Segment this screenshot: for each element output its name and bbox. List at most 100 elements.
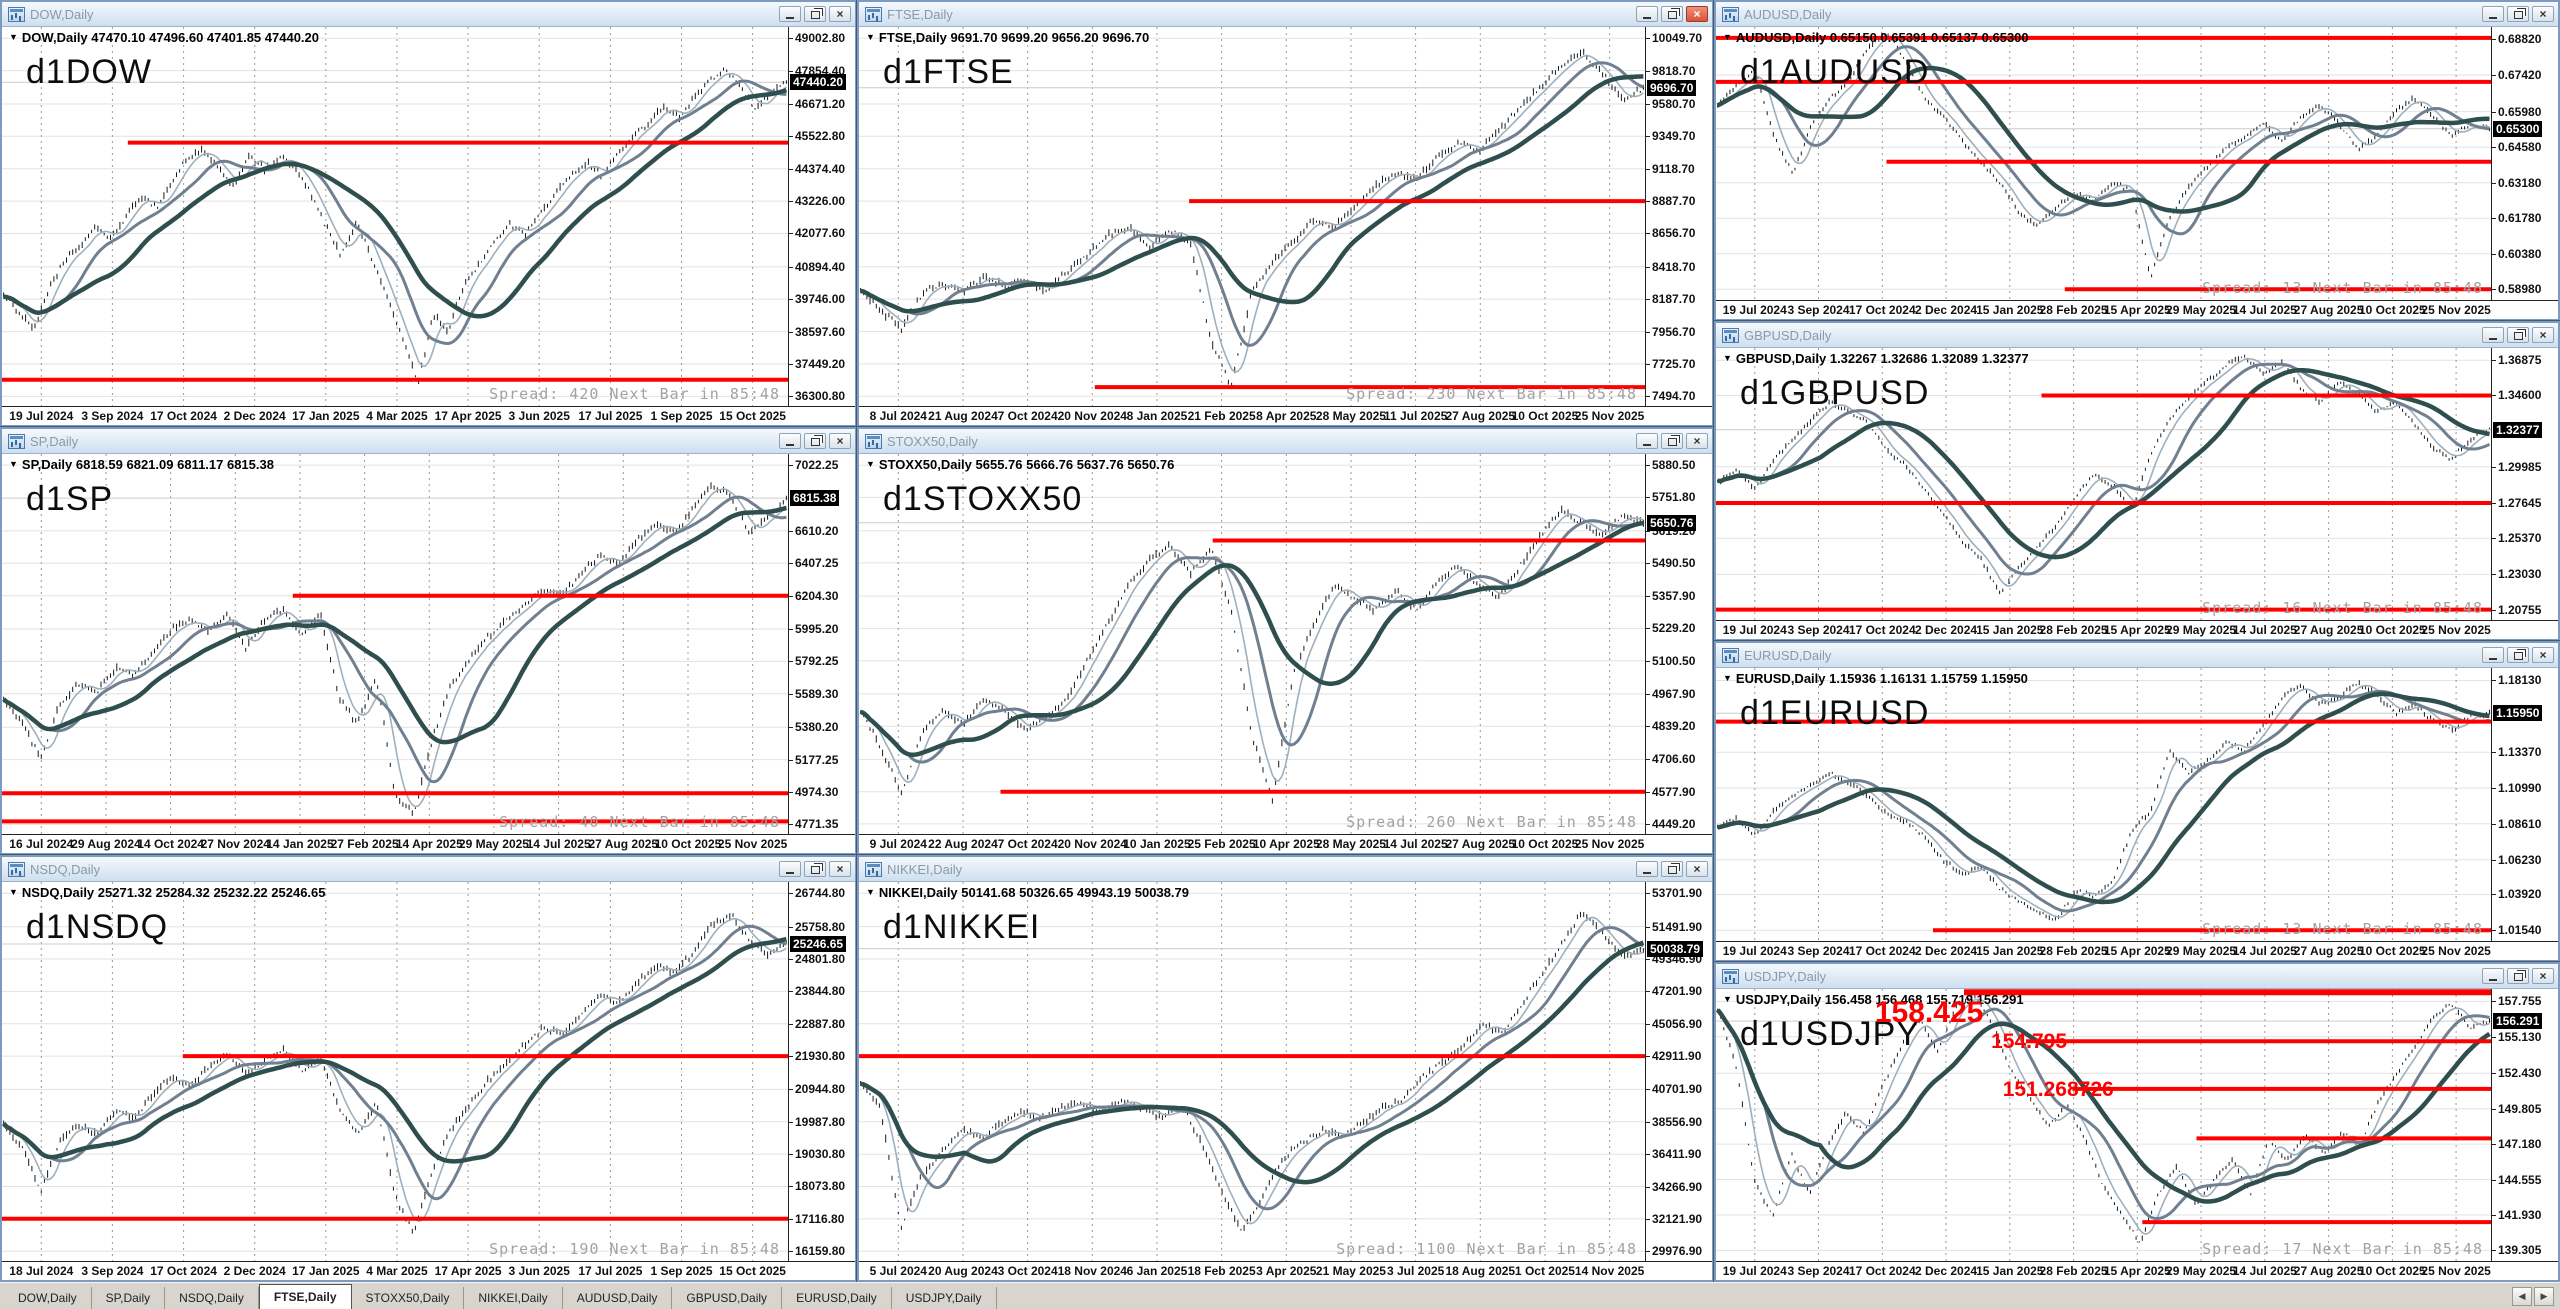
price-axis[interactable]: 7022.25 6610.20 6407.25 6204.30 5995.20 5792.… bbox=[788, 454, 855, 835]
chart-tab-sp-daily[interactable]: SP,Daily bbox=[92, 1287, 166, 1309]
chart-tab-usdjpy-daily[interactable]: USDJPY,Daily bbox=[892, 1287, 997, 1309]
chart-plot-area[interactable]: ▼ EURUSD,Daily 1.15936 1.16131 1.15759 1.… bbox=[1716, 668, 2492, 942]
close-button[interactable]: × bbox=[829, 433, 851, 449]
chart-plot-area[interactable]: ▼ AUDUSD,Daily 0.65150 0.65391 0.65137 0.… bbox=[1716, 27, 2492, 301]
chart-plot-area[interactable]: ▼ USDJPY,Daily 156.458 156.468 155.719 15… bbox=[1716, 989, 2492, 1262]
window-titlebar[interactable]: DOW,Daily × bbox=[2, 2, 855, 27]
close-button[interactable]: × bbox=[2532, 968, 2554, 984]
date-tick-label: 8 Jan 2025 bbox=[1126, 409, 1188, 423]
close-button[interactable]: × bbox=[2532, 6, 2554, 22]
time-axis[interactable]: 5 Jul 2024 20 Aug 2024 3 Oct 2024 18 Nov 20… bbox=[859, 1262, 1712, 1280]
symbol-dropdown-icon[interactable]: ▼ bbox=[1723, 673, 1732, 683]
restore-button[interactable] bbox=[1661, 6, 1683, 22]
close-button[interactable]: × bbox=[1686, 861, 1708, 877]
close-button[interactable]: × bbox=[1686, 6, 1708, 22]
window-title: AUDUSD,Daily bbox=[1744, 6, 1832, 22]
chart-plot-area[interactable]: ▼ GBPUSD,Daily 1.32267 1.32686 1.32089 1.… bbox=[1716, 348, 2492, 621]
price-axis[interactable]: 5880.505751.805619.205490.505357.905229.… bbox=[1645, 454, 1712, 835]
time-axis[interactable]: 19 Jul 2024 3 Sep 2024 17 Oct 2024 2 Dec 20… bbox=[1716, 621, 2558, 639]
minimize-button[interactable] bbox=[2482, 968, 2504, 984]
chart-tab-dow-daily[interactable]: DOW,Daily bbox=[4, 1287, 92, 1309]
close-button[interactable]: × bbox=[1686, 433, 1708, 449]
date-tick-label: 18 Jul 2024 bbox=[9, 1264, 74, 1278]
symbol-dropdown-icon[interactable]: ▼ bbox=[9, 32, 18, 42]
price-axis[interactable]: 26744.80 25758.80 24801.80 23844.80 22887.80… bbox=[788, 882, 855, 1262]
time-axis[interactable]: 19 Jul 2024 3 Sep 2024 17 Oct 2024 2 Dec 20… bbox=[1716, 942, 2558, 960]
price-axis[interactable]: 0.68820 0.67420 0.65980 0.64580 0.63180 0.617… bbox=[2491, 27, 2558, 301]
chart-tab-gbpusd-daily[interactable]: GBPUSD,Daily bbox=[672, 1287, 783, 1309]
minimize-button[interactable] bbox=[1636, 6, 1658, 22]
date-tick-label: 3 Sep 2024 bbox=[1787, 303, 1850, 317]
close-button[interactable]: × bbox=[829, 861, 851, 877]
symbol-dropdown-icon[interactable]: ▼ bbox=[1723, 32, 1732, 42]
chart-plot-area[interactable]: ▼ SP,Daily 6818.59 6821.09 6811.17 6815.3… bbox=[2, 454, 789, 835]
time-axis[interactable]: 18 Jul 2024 3 Sep 2024 17 Oct 2024 2 Dec 20… bbox=[2, 1262, 855, 1280]
price-axis[interactable]: 157.755 155.130 152.430 149.805 147.180 144.5… bbox=[2491, 989, 2558, 1262]
date-tick-label: 17 Oct 2024 bbox=[1848, 303, 1916, 317]
symbol-dropdown-icon[interactable]: ▼ bbox=[9, 887, 18, 897]
time-axis[interactable]: 19 Jul 2024 3 Sep 2024 17 Oct 2024 2 Dec 20… bbox=[1716, 301, 2558, 319]
time-axis[interactable]: 19 Jul 2024 3 Sep 2024 17 Oct 2024 2 Dec 20… bbox=[2, 407, 855, 425]
close-button[interactable]: × bbox=[2532, 647, 2554, 663]
restore-button[interactable] bbox=[2507, 647, 2529, 663]
restore-button[interactable] bbox=[804, 861, 826, 877]
symbol-dropdown-icon[interactable]: ▼ bbox=[1723, 353, 1732, 363]
price-axis[interactable]: 10049.70 9818.70 9580.70 9349.70 9118.70 8887… bbox=[1645, 27, 1712, 407]
tab-scroll-right-icon[interactable]: ▶ bbox=[2534, 1287, 2554, 1306]
chart-window-icon bbox=[1722, 327, 1739, 343]
price-axis[interactable]: 53701.90 51491.90 49346.90 47201.90 45056.90… bbox=[1645, 882, 1712, 1262]
close-button[interactable]: × bbox=[829, 6, 851, 22]
minimize-button[interactable] bbox=[1636, 433, 1658, 449]
chart-tab-stoxx50-daily[interactable]: STOXX50,Daily bbox=[352, 1287, 465, 1309]
restore-button[interactable] bbox=[2507, 6, 2529, 22]
window-title: STOXX50,Daily bbox=[887, 433, 978, 449]
minimize-button[interactable] bbox=[779, 6, 801, 22]
restore-button[interactable] bbox=[1661, 861, 1683, 877]
symbol-dropdown-icon[interactable]: ▼ bbox=[866, 887, 875, 897]
minimize-button[interactable] bbox=[1636, 861, 1658, 877]
chart-plot-area[interactable]: ▼ DOW,Daily 47470.10 47496.60 47401.85 47… bbox=[2, 27, 789, 407]
chart-plot-area[interactable]: ▼ NIKKEI,Daily 50141.68 50326.65 49943.19… bbox=[859, 882, 1646, 1262]
minimize-button[interactable] bbox=[779, 433, 801, 449]
close-button[interactable]: × bbox=[2532, 327, 2554, 343]
minimize-button[interactable] bbox=[779, 861, 801, 877]
symbol-dropdown-icon[interactable]: ▼ bbox=[1723, 994, 1732, 1004]
restore-button[interactable] bbox=[1661, 433, 1683, 449]
window-titlebar[interactable]: STOXX50,Daily × bbox=[859, 429, 1712, 454]
time-axis[interactable]: 9 Jul 2024 22 Aug 2024 7 Oct 2024 20 Nov 20… bbox=[859, 835, 1712, 853]
window-titlebar[interactable]: USDJPY,Daily × bbox=[1716, 964, 2558, 989]
chart-plot-area[interactable]: ▼ NSDQ,Daily 25271.32 25284.32 25232.22 2… bbox=[2, 882, 789, 1262]
time-axis[interactable]: 16 Jul 2024 29 Aug 2024 14 Oct 2024 27 Nov … bbox=[2, 835, 855, 853]
chart-plot-area[interactable]: ▼ STOXX50,Daily 5655.76 5666.76 5637.76 5… bbox=[859, 454, 1646, 835]
chart-big-label: d1NSDQ bbox=[26, 908, 169, 946]
restore-button[interactable] bbox=[804, 6, 826, 22]
window-titlebar[interactable]: SP,Daily × bbox=[2, 429, 855, 454]
restore-button[interactable] bbox=[804, 433, 826, 449]
window-titlebar[interactable]: FTSE,Daily × bbox=[859, 2, 1712, 27]
price-axis[interactable]: 1.18130 1.13370 1.10990 1.08610 1.06230 1.039… bbox=[2491, 668, 2558, 942]
chart-tab-nikkei-daily[interactable]: NIKKEI,Daily bbox=[464, 1287, 563, 1309]
chart-tab-audusd-daily[interactable]: AUDUSD,Daily bbox=[563, 1287, 673, 1309]
symbol-dropdown-icon[interactable]: ▼ bbox=[866, 459, 875, 469]
price-axis[interactable]: 1.36875 1.34600 1.29985 1.27645 1.25370 1.230… bbox=[2491, 348, 2558, 621]
chart-tab-nsdq-daily[interactable]: NSDQ,Daily bbox=[165, 1287, 259, 1309]
window-titlebar[interactable]: NSDQ,Daily × bbox=[2, 857, 855, 882]
window-titlebar[interactable]: NIKKEI,Daily × bbox=[859, 857, 1712, 882]
symbol-dropdown-icon[interactable]: ▼ bbox=[866, 32, 875, 42]
minimize-button[interactable] bbox=[2482, 647, 2504, 663]
tab-scroll-left-icon[interactable]: ◀ bbox=[2512, 1287, 2532, 1306]
restore-button[interactable] bbox=[2507, 968, 2529, 984]
price-axis[interactable]: 49002.80 47854.40 46671.20 45522.80 44374.40… bbox=[788, 27, 855, 407]
restore-button[interactable] bbox=[2507, 327, 2529, 343]
symbol-dropdown-icon[interactable]: ▼ bbox=[9, 459, 18, 469]
minimize-button[interactable] bbox=[2482, 6, 2504, 22]
window-titlebar[interactable]: EURUSD,Daily × bbox=[1716, 643, 2558, 668]
minimize-button[interactable] bbox=[2482, 327, 2504, 343]
window-titlebar[interactable]: AUDUSD,Daily × bbox=[1716, 2, 2558, 27]
time-axis[interactable]: 19 Jul 2024 3 Sep 2024 17 Oct 2024 2 Dec 20… bbox=[1716, 1262, 2558, 1280]
chart-tab-eurusd-daily[interactable]: EURUSD,Daily bbox=[782, 1287, 892, 1309]
time-axis[interactable]: 8 Jul 2024 21 Aug 2024 7 Oct 2024 20 Nov 20… bbox=[859, 407, 1712, 425]
chart-plot-area[interactable]: ▼ FTSE,Daily 9691.70 9699.20 9656.20 9696… bbox=[859, 27, 1646, 407]
chart-tab-ftse-daily[interactable]: FTSE,Daily bbox=[258, 1284, 352, 1309]
window-titlebar[interactable]: GBPUSD,Daily × bbox=[1716, 323, 2558, 348]
